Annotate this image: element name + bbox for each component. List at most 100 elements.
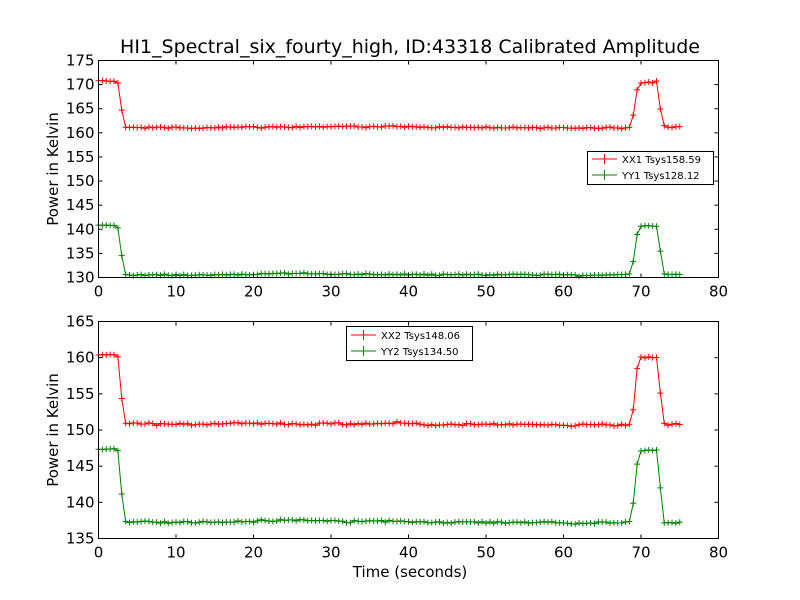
bottom-plot-series-yy2-point (576, 520, 582, 527)
top-plot-series-yy1-point (266, 270, 272, 277)
bottom-plot-series-yy2-point (672, 520, 679, 527)
bottom-plot-series-yy2-point (641, 447, 648, 454)
bottom-plot-series-yy2-point (200, 518, 207, 525)
bottom-plot-series-xx2-point (347, 420, 354, 427)
top-plot-series-xx1-point (254, 124, 261, 131)
bottom-plot-series-yy2-point (537, 519, 544, 526)
top-plot-series-yy1-point (285, 271, 292, 278)
bottom-plot-series-yy2-point (603, 519, 610, 526)
top-plot-series-xx1-point (533, 124, 540, 131)
bottom-plot-series-xx2-point (343, 421, 350, 428)
top-plot-series-xx1-point (649, 79, 656, 86)
bottom-plot-series-xx2-point (200, 421, 207, 428)
bottom-plot-series-yy2-point (533, 519, 540, 526)
top-plot-series-xx1-point (118, 107, 125, 114)
top-plot-series-xx1-point (614, 124, 621, 131)
top-plot-x-tick-label: 20 (244, 283, 263, 301)
bottom-plot-legend: XX2 Tsys148.06 YY2 Tsys134.50 (346, 326, 473, 361)
bottom-plot-series-yy2-point (479, 518, 486, 525)
top-plot-series-yy1-point (161, 271, 168, 278)
bottom-plot: 0 10 20 30 40 50 60 70 80 135 140 145 150 155 160 165 P… (44, 313, 728, 582)
bottom-plot-series-yy2-point (521, 518, 528, 525)
bottom-plot-series-yy2-point (204, 518, 210, 525)
bottom-plot-series-yy2-point (444, 519, 451, 526)
top-plot-y-tick-label: 145 (66, 196, 95, 214)
top-plot-series-yy1-point (428, 271, 435, 278)
top-plot-y-tick-label: 140 (66, 220, 95, 238)
bottom-plot-series-yy2-point (378, 517, 385, 524)
bottom-plot-series-yy2-point (448, 520, 455, 527)
bottom-plot-series-yy2-markers (95, 445, 683, 528)
bottom-plot-series-xx2-point (467, 420, 474, 427)
bottom-plot-series-yy2-point (320, 517, 327, 524)
bottom-plot-series-xx2-point (273, 421, 280, 428)
bottom-plot-series-xx2-point (401, 420, 408, 427)
bottom-plot-y-axis-label: Power in Kelvin (44, 373, 62, 487)
bottom-plot-series (95, 351, 683, 528)
bottom-plot-legend-label-xx2: XX2 Tsys148.06 (381, 331, 460, 342)
bottom-plot-series-yy2-point (397, 517, 404, 524)
top-plot-series-yy1-point (440, 271, 447, 278)
top-plot-series-xx1-point (362, 124, 369, 131)
bottom-plot-series-yy2-point (273, 518, 280, 525)
bottom-plot-series-yy2-point (351, 517, 358, 524)
bottom-plot-x-tick-label: 30 (321, 544, 340, 562)
bottom-plot-series-yy2-point (653, 447, 660, 454)
bottom-plot-series-xx2-point (211, 420, 218, 427)
bottom-plot-series-xx2-point (355, 420, 362, 427)
top-plot-series-yy1-point (386, 271, 393, 278)
top-plot-x-tick-label: 40 (399, 283, 418, 301)
top-plot-series-yy1-point (359, 271, 365, 278)
bottom-plot-series-xx2-point (665, 422, 672, 429)
top-plot-series-yy1-point (254, 271, 261, 278)
top-plot-series-xx1-point (297, 124, 303, 131)
bottom-plot-series-yy2-point (300, 516, 307, 523)
top-plot-series-yy1-point (180, 271, 187, 278)
bottom-plot-series-xx2-point (610, 423, 617, 430)
top-plot-series-yy1-point (417, 271, 424, 278)
bottom-plot-x-tick-label: 20 (244, 544, 263, 562)
bottom-plot-series-yy2-point (626, 518, 633, 525)
bottom-plot-y-tick-label: 140 (66, 493, 95, 511)
top-plot-series-yy1-point (231, 271, 238, 278)
bottom-plot-series-yy2-point (676, 519, 683, 526)
bottom-plot-series-xx2-point (428, 421, 435, 428)
bottom-plot-series-yy2-point (331, 517, 338, 524)
bottom-plot-series-xx2-point (444, 421, 451, 428)
top-plot-series-xx1-point (111, 78, 117, 85)
top-plot-series-xx1-point (149, 124, 156, 131)
top-plot-series-yy1-point (320, 270, 327, 277)
bottom-plot-series-yy2-point (645, 446, 652, 453)
top-plot-series-xx1-point (483, 123, 489, 130)
bottom-plot-series-xx2-point (304, 421, 311, 428)
top-plot-series-xx1-point (510, 124, 517, 131)
top-plot-series-xx1-point (390, 122, 396, 129)
bottom-plot-series-xx2-point (378, 420, 385, 427)
top-plot: 0 10 20 30 40 50 60 70 80 130 135 140 145 150 155 160 16… (44, 52, 728, 301)
bottom-plot-series-yy2-point (545, 519, 551, 526)
top-plot-series-xx1-point (641, 79, 648, 86)
bottom-plot-series-yy2-point (231, 519, 238, 526)
top-plot-series (95, 77, 683, 280)
top-plot-series-yy1-point (626, 270, 633, 277)
top-plot-series-yy1-point (297, 270, 303, 277)
bottom-plot-series-yy2-point (134, 519, 141, 526)
bottom-plot-series-yy2-point (572, 521, 579, 528)
bottom-plot-series-xx2-point (142, 420, 148, 427)
bottom-plot-series-xx2-point (254, 419, 261, 426)
top-plot-series-xx1-point (401, 124, 408, 131)
bottom-plot-x-tick-label: 50 (476, 544, 495, 562)
bottom-plot-series-yy2-point (669, 519, 675, 526)
top-plot-series-yy1-point (610, 271, 617, 278)
bottom-plot-series-xx2-markers (95, 351, 683, 430)
bottom-plot-series-yy2-point (386, 517, 393, 524)
top-plot-x-tick-label: 80 (709, 283, 728, 301)
bottom-plot-series-xx2-point (529, 421, 536, 428)
bottom-plot-series-yy2-point (324, 518, 331, 525)
bottom-plot-series-xx2-point (277, 419, 284, 426)
top-plot-series-yy1-point (343, 270, 350, 277)
top-plot-y-tick-label: 175 (66, 52, 95, 70)
bottom-plot-series-yy2-point (176, 519, 183, 526)
